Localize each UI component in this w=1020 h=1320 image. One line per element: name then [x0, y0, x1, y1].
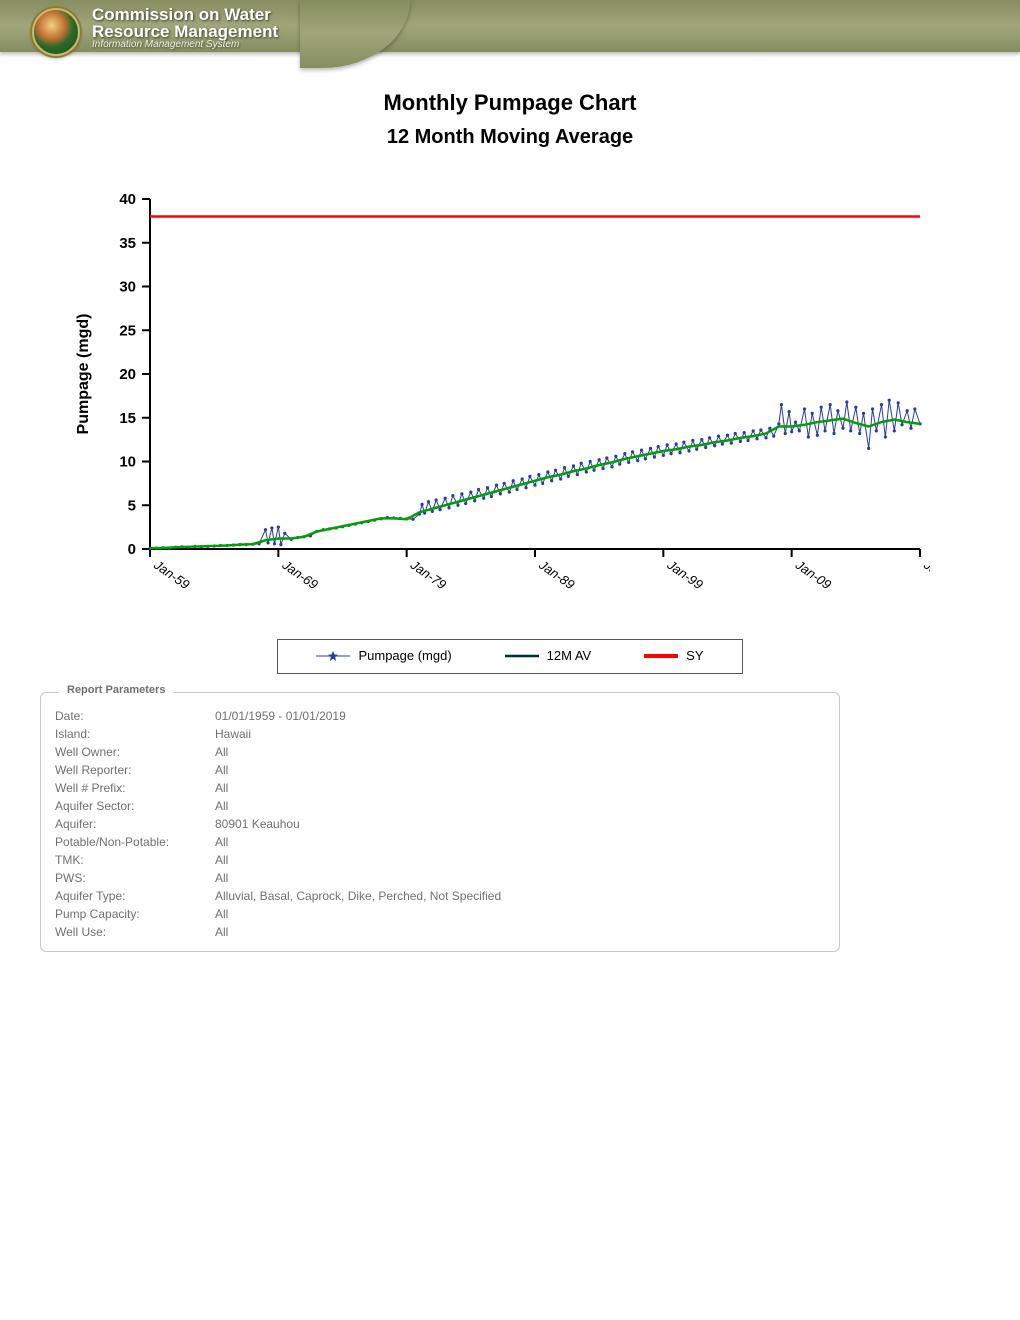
header-text: Commission on Water Resource Management …	[92, 6, 278, 50]
svg-text:5: 5	[128, 497, 136, 514]
param-label: Well Use:	[55, 923, 215, 941]
param-value: Alluvial, Basal, Caprock, Dike, Perched,…	[215, 887, 825, 905]
report-titles: Monthly Pumpage Chart 12 Month Moving Av…	[0, 90, 1020, 149]
pumpage-chart: 0 5 10 15 20 25 30 35 40 Jan-59 Jan-69 Jan-79 Jan-89…	[50, 189, 930, 609]
param-label: Aquifer:	[55, 815, 215, 833]
svg-text:40: 40	[119, 191, 136, 208]
param-value: 80901 Keauhou	[215, 815, 825, 833]
param-label: Date:	[55, 707, 215, 725]
svg-text:10: 10	[119, 454, 136, 471]
svg-text:15: 15	[119, 410, 136, 427]
legend-label-sy: SY	[686, 648, 703, 663]
param-value: Hawaii	[215, 725, 825, 743]
legend-item-mav: 12M AV	[505, 648, 592, 663]
param-label: Well # Prefix:	[55, 779, 215, 797]
header-swoop	[300, 0, 410, 68]
org-line1: Commission on Water	[92, 6, 278, 23]
param-row: Island:Hawaii	[55, 725, 825, 743]
svg-text:Jan-69: Jan-69	[279, 557, 321, 593]
param-row: Pump Capacity:All	[55, 905, 825, 923]
org-line3: Information Management System	[92, 40, 278, 50]
legend-label-mav: 12M AV	[547, 648, 592, 663]
report-parameters: Report Parameters Date:01/01/1959 - 01/0…	[40, 692, 840, 952]
legend-item-sy: SY	[644, 648, 703, 663]
legend-item-pumpage: Pumpage (mgd)	[316, 648, 451, 663]
svg-text:35: 35	[119, 235, 136, 252]
param-row: Aquifer Type:Alluvial, Basal, Caprock, D…	[55, 887, 825, 905]
param-row: Date:01/01/1959 - 01/01/2019	[55, 707, 825, 725]
param-value: All	[215, 851, 825, 869]
chart-container: 0 5 10 15 20 25 30 35 40 Jan-59 Jan-69 Jan-79 Jan-89…	[50, 189, 970, 609]
param-row: Well Reporter:All	[55, 761, 825, 779]
agency-seal-icon	[32, 8, 80, 56]
header-bar: Commission on Water Resource Management …	[0, 0, 1020, 52]
param-label: TMK:	[55, 851, 215, 869]
param-value: 01/01/1959 - 01/01/2019	[215, 707, 825, 725]
param-row: Well Owner:All	[55, 743, 825, 761]
svg-text:Jan-99: Jan-99	[664, 557, 706, 593]
param-row: Aquifer Sector:All	[55, 797, 825, 815]
legend-label-pumpage: Pumpage (mgd)	[358, 648, 451, 663]
svg-text:Jan-79: Jan-79	[407, 557, 449, 593]
param-row: Well # Prefix:All	[55, 779, 825, 797]
param-row: PWS:All	[55, 869, 825, 887]
param-row: TMK:All	[55, 851, 825, 869]
org-line2: Resource Management	[92, 23, 278, 40]
param-label: Aquifer Sector:	[55, 797, 215, 815]
param-row: Aquifer:80901 Keauhou	[55, 815, 825, 833]
param-label: Island:	[55, 725, 215, 743]
param-value: All	[215, 797, 825, 815]
param-value: All	[215, 833, 825, 851]
sub-title: 12 Month Moving Average	[0, 126, 1020, 149]
param-row: Well Use:All	[55, 923, 825, 941]
svg-text:Pumpage (mgd): Pumpage (mgd)	[75, 314, 92, 435]
svg-text:Jan-09: Jan-09	[792, 557, 834, 593]
param-label: Aquifer Type:	[55, 887, 215, 905]
param-label: Potable/Non-Potable:	[55, 833, 215, 851]
svg-text:20: 20	[119, 366, 136, 383]
svg-text:0: 0	[128, 541, 136, 558]
param-label: PWS:	[55, 869, 215, 887]
param-label: Well Owner:	[55, 743, 215, 761]
svg-text:Jan-89: Jan-89	[535, 557, 577, 593]
main-title: Monthly Pumpage Chart	[0, 90, 1020, 116]
param-label: Well Reporter:	[55, 761, 215, 779]
param-label: Pump Capacity:	[55, 905, 215, 923]
svg-text:Jan-59: Jan-59	[150, 557, 192, 593]
param-value: All	[215, 761, 825, 779]
svg-text:25: 25	[119, 322, 136, 339]
svg-text:Jan-19: Jan-19	[920, 557, 930, 593]
param-value: All	[215, 923, 825, 941]
param-value: All	[215, 905, 825, 923]
params-title: Report Parameters	[59, 684, 173, 696]
svg-text:30: 30	[119, 279, 136, 296]
legend: Pumpage (mgd) 12M AV SY	[277, 639, 743, 674]
param-row: Potable/Non-Potable:All	[55, 833, 825, 851]
param-value: All	[215, 779, 825, 797]
param-value: All	[215, 743, 825, 761]
param-value: All	[215, 869, 825, 887]
